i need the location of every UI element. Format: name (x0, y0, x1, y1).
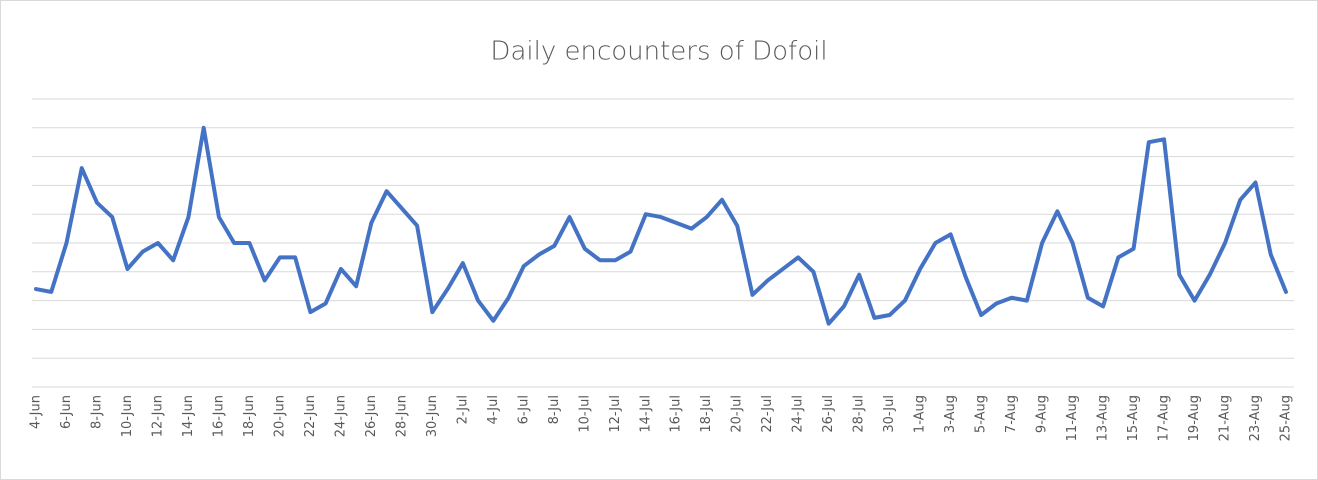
x-tick-label: 30-Jun (425, 395, 440, 437)
line-series (34, 125, 1288, 326)
x-tick-label: 24-Jul (791, 395, 806, 433)
x-tick-label: 14-Jun (181, 395, 196, 437)
x-tick-label: 28-Jul (852, 395, 867, 433)
x-tick-label: 16-Jun (211, 395, 226, 437)
x-tick-label: 7-Aug (1004, 395, 1019, 433)
x-tick-label: 3-Aug (943, 395, 958, 433)
x-tick-label: 14-Jul (638, 395, 653, 433)
chart-title: Daily encounters of Dofoil (490, 37, 827, 67)
x-tick-label: 15-Aug (1126, 395, 1141, 441)
x-tick-label: 8-Jun (89, 395, 104, 429)
x-tick-label: 20-Jun (272, 395, 287, 437)
x-tick-label: 22-Jun (303, 395, 318, 437)
x-tick-label: 1-Aug (913, 395, 928, 433)
x-tick-label: 9-Aug (1035, 395, 1050, 433)
x-tick-label: 28-Jun (394, 395, 409, 437)
x-tick-label: 16-Jul (669, 395, 684, 433)
x-tick-label: 8-Jul (547, 395, 562, 424)
x-tick-label: 24-Jun (333, 395, 348, 437)
x-tick-label: 19-Aug (1187, 395, 1202, 441)
x-tick-label: 11-Aug (1065, 395, 1080, 441)
x-tick-label: 12-Jun (150, 395, 165, 437)
x-tick-label: 20-Jul (730, 395, 745, 433)
x-tick-label: 4-Jun (29, 395, 44, 429)
x-tick-label: 13-Aug (1096, 395, 1111, 441)
x-tick-label: 30-Jul (882, 395, 897, 433)
x-tick-label: 5-Aug (974, 395, 989, 433)
x-tick-label: 12-Jul (608, 395, 623, 433)
x-tick-label: 26-Jun (364, 395, 379, 437)
x-tick-label: 10-Jun (120, 395, 135, 437)
x-tick-label: 2-Jul (455, 395, 470, 424)
x-tick-label: 17-Aug (1157, 395, 1172, 441)
x-tick-label: 26-Jul (821, 395, 836, 433)
x-tick-label: 23-Aug (1248, 395, 1263, 441)
x-tick-label: 10-Jul (577, 395, 592, 433)
x-tick-label: 6-Jun (59, 395, 74, 429)
x-tick-label: 18-Jul (699, 395, 714, 433)
x-tick-label: 21-Aug (1218, 395, 1233, 441)
x-tick-label: 6-Jul (516, 395, 531, 424)
x-tick-label: 4-Jul (486, 395, 501, 424)
x-tick-label: 18-Jun (242, 395, 257, 437)
x-tick-label: 22-Jul (760, 395, 775, 433)
x-tick-label: 25-Aug (1279, 395, 1294, 441)
